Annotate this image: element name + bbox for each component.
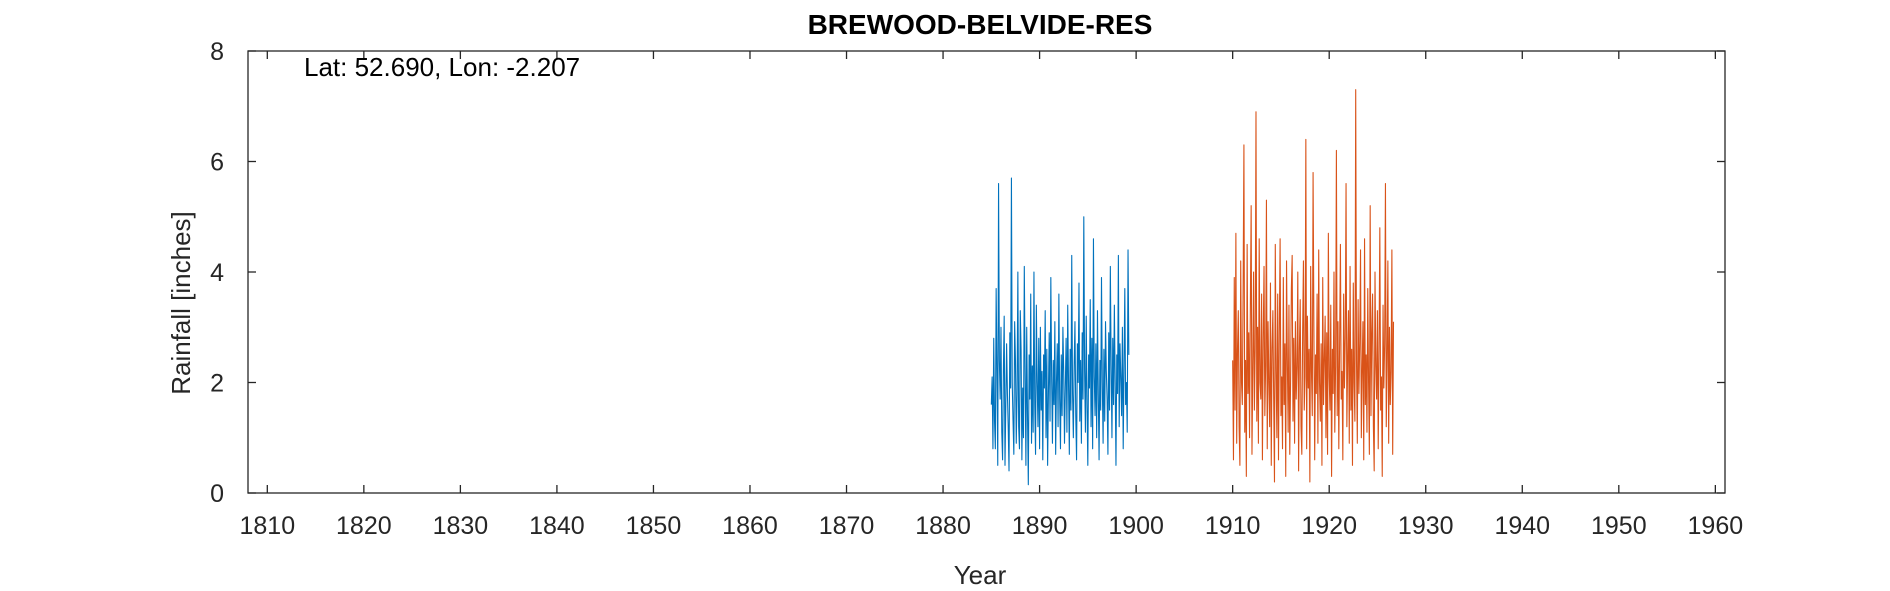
x-tick-label: 1910: [1205, 512, 1261, 540]
plot-area: [990, 89, 1395, 486]
x-tick-label: 1960: [1688, 512, 1744, 540]
x-tick-label: 1820: [336, 512, 392, 540]
x-tick-label: 1950: [1591, 512, 1647, 540]
y-tick-label: 2: [210, 370, 224, 398]
x-axis-label: Year: [954, 560, 1007, 590]
y-tick-label: 8: [210, 38, 224, 66]
x-tick-label: 1850: [626, 512, 682, 540]
y-tick-label: 0: [210, 480, 224, 508]
y-tick-label: 6: [210, 149, 224, 177]
x-tick-label: 1860: [722, 512, 778, 540]
x-tick-label: 1830: [433, 512, 489, 540]
y-tick-label: 4: [210, 259, 224, 287]
station-location-annotation: Lat: 52.690, Lon: -2.207: [304, 52, 580, 82]
rainfall-series-2-line: [1232, 89, 1395, 483]
x-tick-label: 1880: [915, 512, 971, 540]
x-tick-label: 1870: [819, 512, 875, 540]
y-axis-label: Rainfall [inches]: [166, 211, 196, 395]
axis-ticks: 1810 1820 1830 1840 1850 1860 1870 1880 1890 1900…: [210, 38, 1743, 540]
x-tick-label: 1890: [1012, 512, 1068, 540]
x-tick-label: 1930: [1398, 512, 1454, 540]
x-tick-label: 1920: [1301, 512, 1357, 540]
chart-title: BREWOOD-BELVIDE-RES: [808, 9, 1153, 40]
x-tick-label: 1810: [239, 512, 295, 540]
x-tick-label: 1840: [529, 512, 585, 540]
x-tick-label: 1940: [1494, 512, 1550, 540]
axes-box: [247, 50, 1726, 494]
rainfall-series-1-line: [990, 177, 1130, 486]
x-tick-label: 1900: [1108, 512, 1164, 540]
